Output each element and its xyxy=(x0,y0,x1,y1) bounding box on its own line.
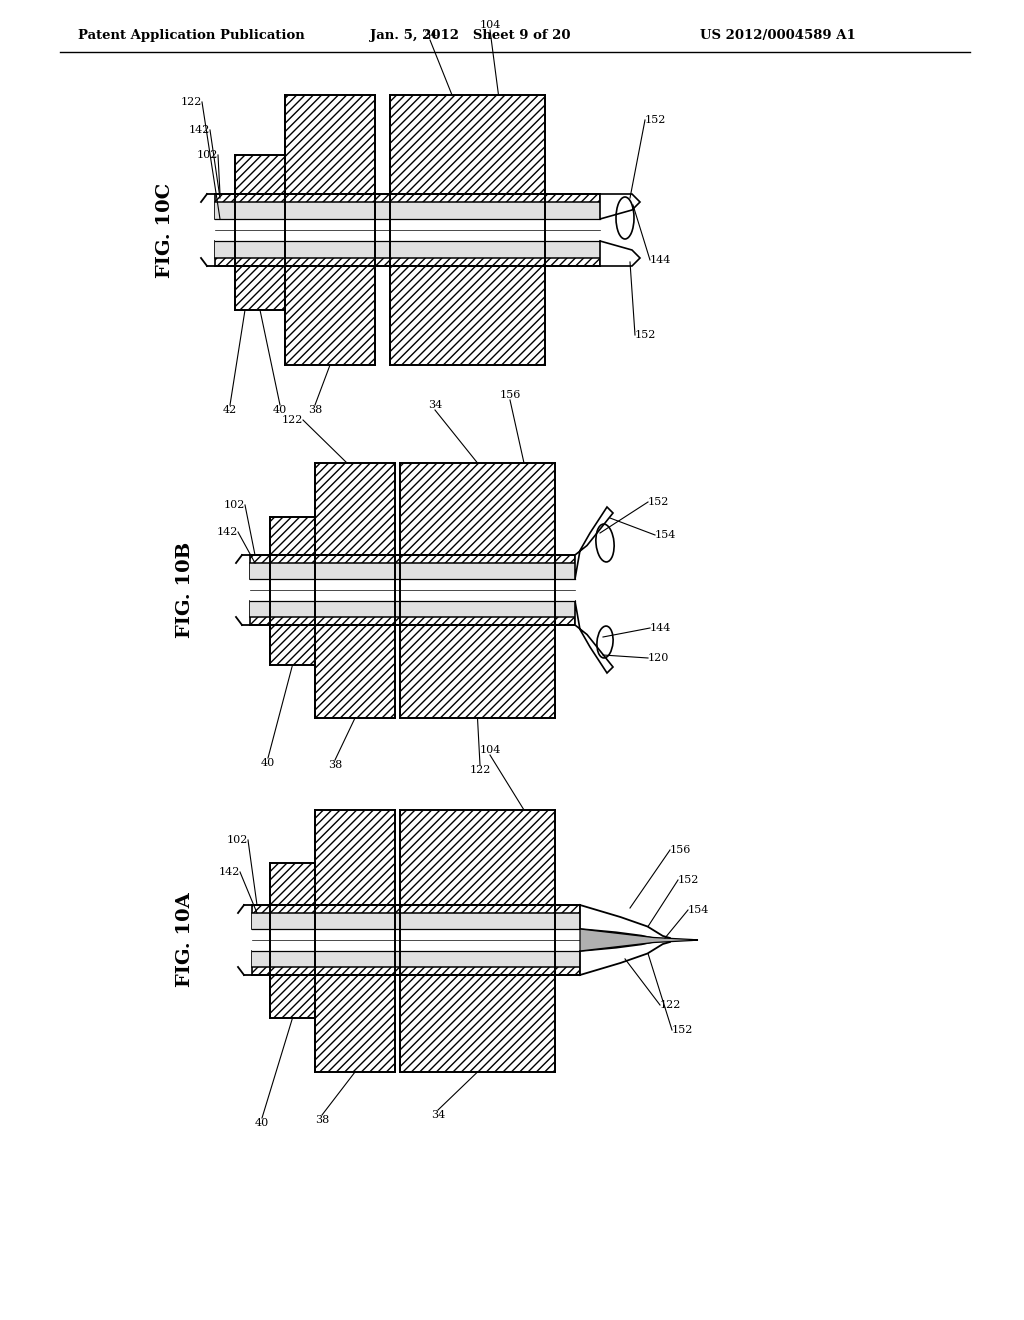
Text: 152: 152 xyxy=(635,330,656,341)
Text: 34: 34 xyxy=(431,1110,445,1119)
Bar xyxy=(270,561,315,619)
Text: 156: 156 xyxy=(670,845,691,855)
Polygon shape xyxy=(600,194,640,219)
Bar xyxy=(234,201,285,260)
Text: 120: 120 xyxy=(648,653,670,663)
Bar xyxy=(315,463,395,718)
Bar xyxy=(270,517,315,665)
Text: 144: 144 xyxy=(650,255,672,265)
Text: 122: 122 xyxy=(282,414,303,425)
Text: 102: 102 xyxy=(226,836,248,845)
Bar xyxy=(315,463,395,718)
Bar xyxy=(390,95,545,366)
Text: FIG. 10A: FIG. 10A xyxy=(176,892,194,987)
Bar xyxy=(215,242,600,257)
Bar xyxy=(270,863,315,1018)
Text: 42: 42 xyxy=(223,405,238,414)
Bar xyxy=(234,154,285,310)
Text: 142: 142 xyxy=(217,527,238,537)
Text: 122: 122 xyxy=(469,766,490,775)
Text: 154: 154 xyxy=(655,531,677,540)
Bar xyxy=(390,201,545,260)
Polygon shape xyxy=(580,906,670,975)
Bar xyxy=(252,950,580,975)
Bar xyxy=(400,911,555,969)
Bar xyxy=(252,913,580,929)
Text: 38: 38 xyxy=(314,1115,329,1125)
Text: 38: 38 xyxy=(308,405,323,414)
Text: 102: 102 xyxy=(197,150,218,160)
Bar xyxy=(270,911,315,969)
Polygon shape xyxy=(575,507,613,579)
Text: 34: 34 xyxy=(423,30,437,40)
Text: 104: 104 xyxy=(479,744,501,755)
Text: 152: 152 xyxy=(645,115,667,125)
Bar xyxy=(285,95,375,366)
Text: 122: 122 xyxy=(660,1001,681,1010)
Bar xyxy=(270,517,315,665)
Text: 156: 156 xyxy=(500,389,520,400)
Bar xyxy=(390,95,545,366)
Bar xyxy=(400,810,555,1072)
Bar xyxy=(215,242,600,267)
Bar xyxy=(315,911,395,969)
Text: 40: 40 xyxy=(261,758,275,768)
Polygon shape xyxy=(600,242,640,267)
Bar xyxy=(252,906,580,929)
Bar xyxy=(285,201,375,260)
Bar xyxy=(215,219,600,242)
Bar xyxy=(250,554,575,579)
Bar xyxy=(270,863,315,1018)
Bar xyxy=(315,810,395,1072)
Polygon shape xyxy=(580,929,698,950)
Bar xyxy=(400,810,555,1072)
Text: 152: 152 xyxy=(672,1026,693,1035)
Bar xyxy=(234,154,285,310)
Text: 40: 40 xyxy=(255,1118,269,1129)
Text: 104: 104 xyxy=(479,20,501,30)
Bar xyxy=(250,601,575,616)
Text: 34: 34 xyxy=(428,400,442,411)
Text: 142: 142 xyxy=(188,125,210,135)
Bar xyxy=(250,564,575,579)
Text: 152: 152 xyxy=(678,875,699,884)
Polygon shape xyxy=(575,601,613,673)
Bar xyxy=(215,194,600,219)
Text: 102: 102 xyxy=(223,500,245,510)
Text: FIG. 10B: FIG. 10B xyxy=(176,543,194,638)
Text: 142: 142 xyxy=(219,867,240,876)
Bar xyxy=(215,202,600,219)
Text: Jan. 5, 2012   Sheet 9 of 20: Jan. 5, 2012 Sheet 9 of 20 xyxy=(370,29,570,41)
Text: 38: 38 xyxy=(328,760,342,770)
Text: Patent Application Publication: Patent Application Publication xyxy=(78,29,305,41)
Bar xyxy=(250,601,575,624)
Text: 40: 40 xyxy=(272,405,287,414)
Text: 122: 122 xyxy=(180,96,202,107)
Text: FIG. 10C: FIG. 10C xyxy=(156,182,174,277)
Bar xyxy=(250,579,575,601)
Bar xyxy=(400,463,555,718)
Text: US 2012/0004589 A1: US 2012/0004589 A1 xyxy=(700,29,856,41)
Text: 152: 152 xyxy=(648,498,670,507)
Bar xyxy=(252,950,580,968)
Bar xyxy=(285,95,375,366)
Text: 144: 144 xyxy=(650,623,672,634)
Text: 154: 154 xyxy=(688,906,710,915)
Bar xyxy=(315,810,395,1072)
Bar xyxy=(400,561,555,619)
Bar xyxy=(400,463,555,718)
Bar xyxy=(252,929,580,950)
Bar xyxy=(315,561,395,619)
